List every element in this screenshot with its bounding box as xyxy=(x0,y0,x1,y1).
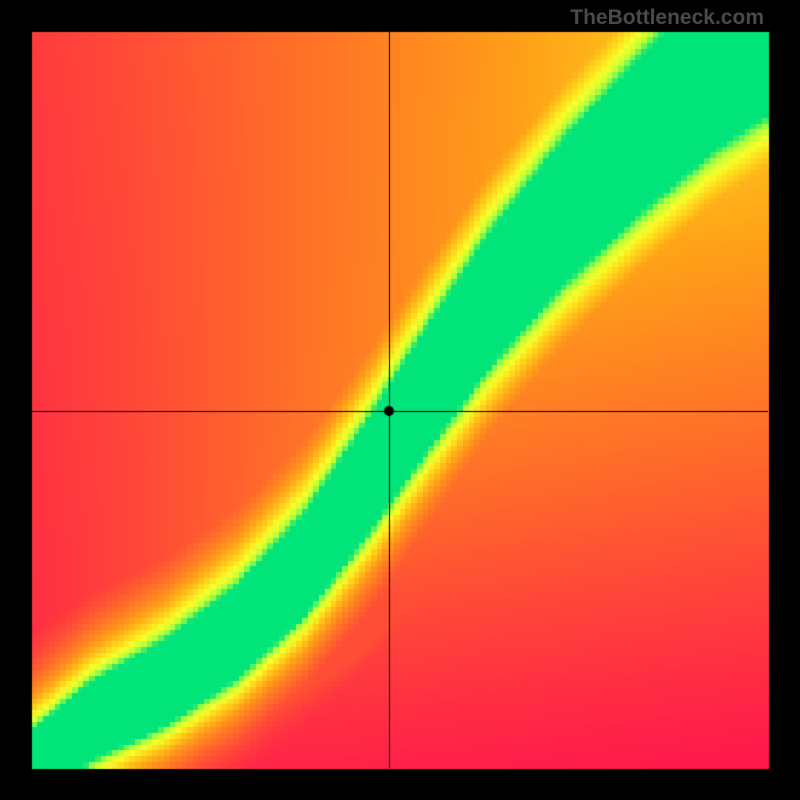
chart-container: TheBottleneck.com xyxy=(0,0,800,800)
heatmap-canvas xyxy=(0,0,800,800)
